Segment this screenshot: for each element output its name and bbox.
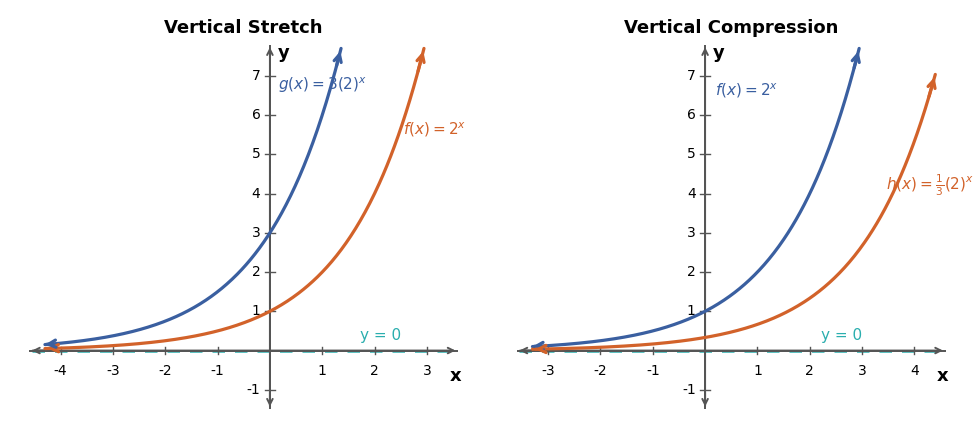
Text: $f(x) = 2^x$: $f(x) = 2^x$ <box>715 81 778 100</box>
Text: $h(x) = \frac{1}{3}(2)^x$: $h(x) = \frac{1}{3}(2)^x$ <box>885 173 974 198</box>
Text: 3: 3 <box>422 364 431 378</box>
Text: $f(x) = 2^x$: $f(x) = 2^x$ <box>404 121 467 139</box>
Text: 3: 3 <box>687 226 696 240</box>
Text: 3: 3 <box>252 226 260 240</box>
Text: 2: 2 <box>687 265 696 279</box>
Text: 7: 7 <box>687 69 696 83</box>
Text: 6: 6 <box>252 108 260 122</box>
Text: -1: -1 <box>645 364 660 378</box>
Text: 1: 1 <box>753 364 761 378</box>
Text: -1: -1 <box>211 364 224 378</box>
Text: -1: -1 <box>682 383 696 397</box>
Text: y = 0: y = 0 <box>361 328 402 343</box>
Text: 2: 2 <box>252 265 260 279</box>
Text: -4: -4 <box>54 364 67 378</box>
Text: 5: 5 <box>687 147 696 162</box>
Text: 1: 1 <box>252 304 260 318</box>
Text: -1: -1 <box>247 383 260 397</box>
Text: 5: 5 <box>252 147 260 162</box>
Title: Vertical Compression: Vertical Compression <box>624 20 838 37</box>
Text: 1: 1 <box>686 304 696 318</box>
Text: 2: 2 <box>805 364 814 378</box>
Text: 4: 4 <box>910 364 918 378</box>
Text: 3: 3 <box>858 364 867 378</box>
Text: 7: 7 <box>252 69 260 83</box>
Text: -2: -2 <box>159 364 172 378</box>
Text: $\mathbf{y}$: $\mathbf{y}$ <box>712 46 725 65</box>
Text: $\mathbf{y}$: $\mathbf{y}$ <box>277 46 291 65</box>
Text: y = 0: y = 0 <box>821 328 862 343</box>
Text: $\mathbf{x}$: $\mathbf{x}$ <box>936 367 950 385</box>
Text: 4: 4 <box>687 186 696 201</box>
Text: 1: 1 <box>318 364 327 378</box>
Text: -3: -3 <box>106 364 120 378</box>
Text: $g(x) = 3(2)^x$: $g(x) = 3(2)^x$ <box>278 76 367 96</box>
Title: Vertical Stretch: Vertical Stretch <box>165 20 323 37</box>
Text: 2: 2 <box>370 364 379 378</box>
Text: $\mathbf{x}$: $\mathbf{x}$ <box>448 367 462 385</box>
Text: 4: 4 <box>252 186 260 201</box>
Text: -2: -2 <box>594 364 607 378</box>
Text: 6: 6 <box>686 108 696 122</box>
Text: -3: -3 <box>541 364 555 378</box>
